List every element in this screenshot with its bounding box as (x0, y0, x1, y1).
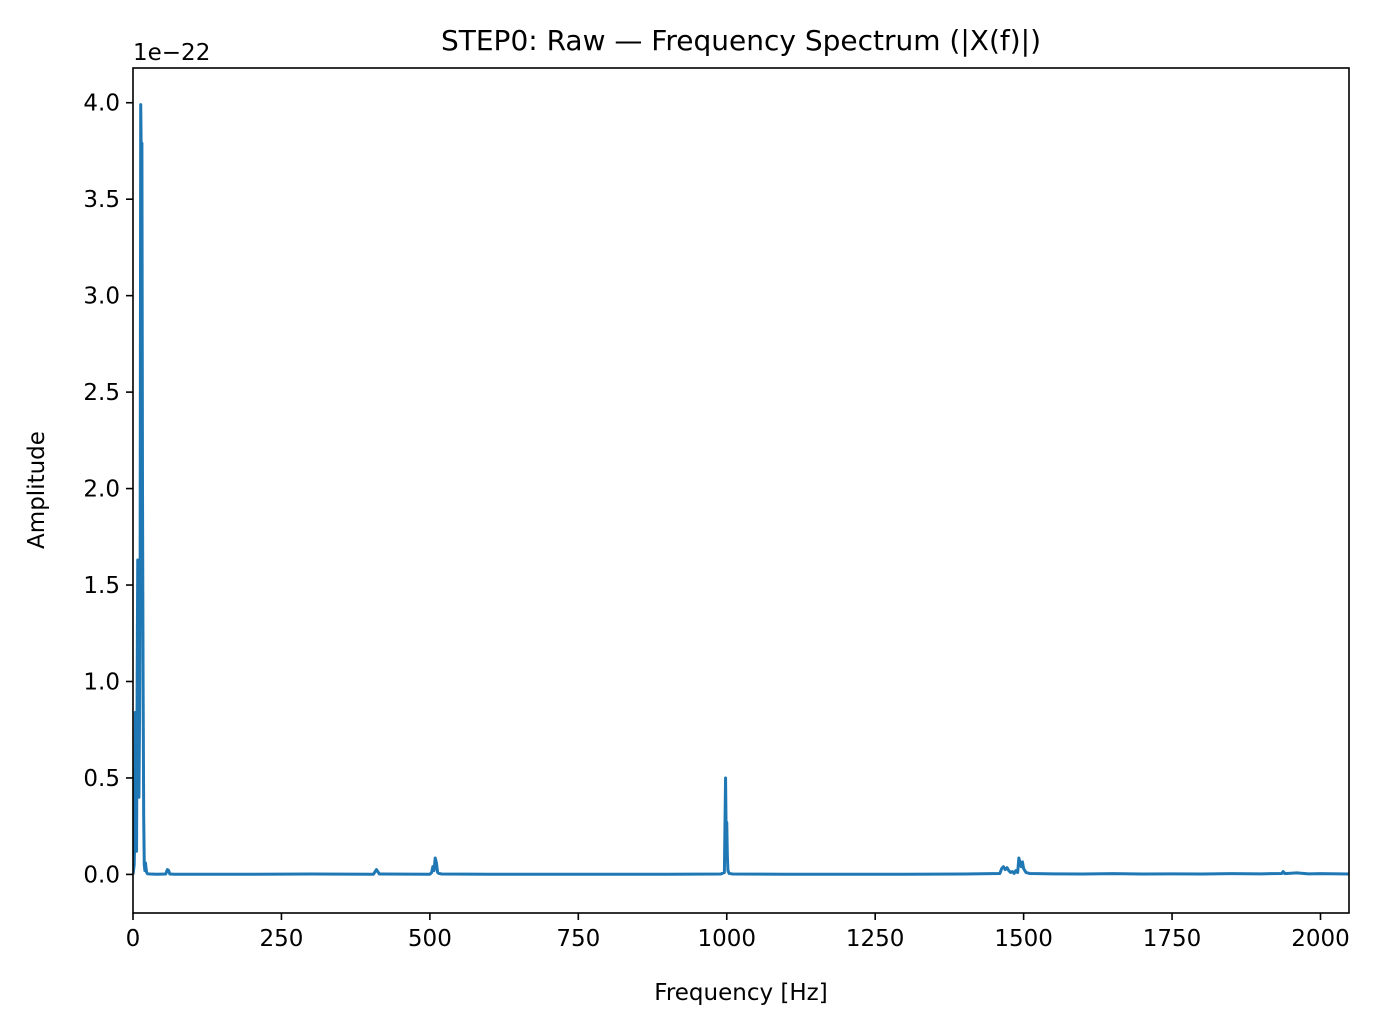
y-offset-label: 1e−22 (133, 40, 210, 66)
y-axis-title: Amplitude (24, 431, 50, 549)
y-tick-label: 0.5 (83, 766, 120, 792)
y-tick-label: 2.5 (83, 380, 120, 406)
y-tick-label: 0.0 (83, 862, 120, 888)
y-tick-label: 3.5 (83, 187, 120, 213)
spectrum-line (133, 103, 1349, 876)
x-tick-label: 750 (556, 926, 600, 952)
y-axis: 0.0 0.5 1.0 1.5 2.0 2.5 3.0 3.5 4.0 (83, 91, 133, 888)
chart-title: STEP0: Raw — Frequency Spectrum (|X(f)|) (441, 24, 1041, 57)
y-tick-label: 1.0 (83, 669, 120, 695)
x-tick-label: 1250 (846, 926, 905, 952)
y-tick-label: 4.0 (83, 91, 120, 117)
x-tick-label: 1000 (697, 926, 756, 952)
y-tick-label: 1.5 (83, 573, 120, 599)
x-tick-label: 500 (408, 926, 452, 952)
x-axis-title: Frequency [Hz] (654, 980, 827, 1006)
x-tick-label: 0 (126, 926, 141, 952)
x-tick-label: 1500 (994, 926, 1053, 952)
x-tick-label: 1750 (1143, 926, 1202, 952)
x-tick-label: 2000 (1291, 926, 1350, 952)
y-tick-label: 2.0 (83, 477, 120, 503)
plot-frame (132, 67, 1350, 914)
x-axis: 0 250 500 750 1000 1250 1500 1750 2000 (126, 913, 1350, 952)
y-tick-label: 3.0 (83, 284, 120, 310)
x-tick-label: 250 (259, 926, 303, 952)
